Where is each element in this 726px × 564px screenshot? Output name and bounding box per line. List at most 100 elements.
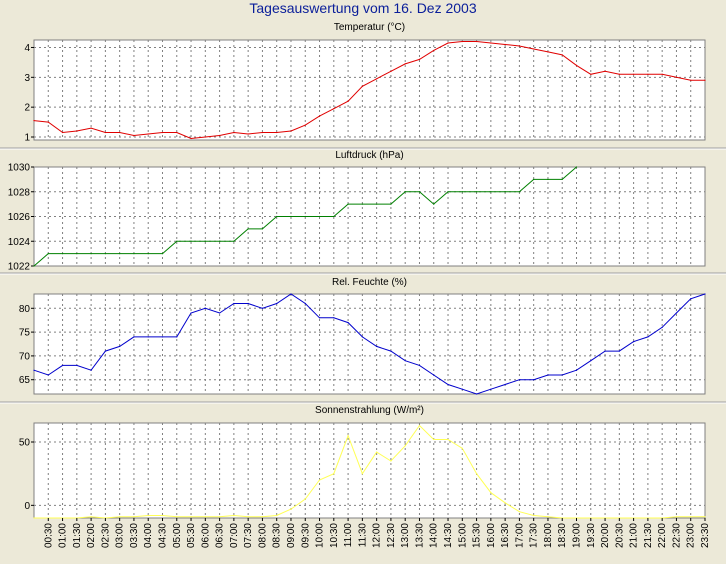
chart-panel: Rel. Feuchte (%) 65 70 75 80: [0, 277, 726, 404]
data-point: [318, 215, 321, 218]
data-point: [475, 40, 478, 43]
data-point: [433, 49, 435, 52]
x-tick-label: 07:30: [243, 523, 254, 548]
data-point: [318, 115, 321, 117]
data-point: [361, 473, 363, 475]
data-point: [261, 307, 264, 309]
data-point: [361, 336, 363, 338]
x-tick-label: 23:00: [686, 523, 697, 548]
data-point: [147, 336, 149, 338]
data-point: [61, 253, 64, 255]
x-tick-label: 06:30: [215, 523, 226, 548]
data-point: [218, 134, 221, 137]
x-tick-label: 09:00: [286, 523, 297, 548]
data-point: [119, 253, 121, 255]
data-point: [176, 336, 178, 338]
data-point: [561, 374, 563, 376]
data-point: [76, 364, 78, 367]
x-tick-label: 17:30: [529, 523, 540, 548]
x-tick-label: 04:00: [143, 523, 154, 548]
data-point: [404, 63, 406, 65]
data-point: [690, 79, 692, 81]
x-tick-label: 00:30: [43, 523, 54, 548]
y-tick-label: 75: [19, 328, 31, 339]
data-point: [247, 228, 249, 230]
y-tick-label: 70: [19, 351, 31, 362]
y-tick-label: 3: [24, 73, 30, 84]
data-point: [661, 326, 663, 328]
data-point: [447, 42, 449, 44]
data-point: [490, 492, 492, 494]
data-point: [661, 73, 663, 75]
x-tick-label: 02:00: [86, 523, 97, 548]
data-point: [247, 302, 249, 305]
data-point: [633, 341, 635, 343]
data-point: [33, 265, 35, 267]
x-tick-label: 10:30: [329, 523, 340, 548]
x-tick-label: 11:00: [343, 523, 354, 548]
data-point: [547, 516, 549, 518]
data-series-line: [33, 293, 706, 395]
page-title: Tagesauswertung vom 16. Dez 2003: [249, 0, 477, 16]
data-point: [290, 215, 292, 218]
x-tick-label: 03:00: [115, 523, 126, 548]
data-point: [147, 133, 149, 135]
data-point: [561, 178, 563, 180]
data-point: [504, 191, 506, 193]
x-tick-label: 23:30: [700, 523, 711, 548]
data-point: [33, 517, 35, 519]
data-point: [461, 191, 463, 193]
y-tick-label: 1026: [8, 212, 31, 223]
data-point: [447, 191, 449, 193]
data-point: [119, 516, 121, 518]
data-point: [204, 307, 206, 309]
data-point: [433, 438, 435, 441]
data-point: [333, 317, 335, 319]
data-point: [404, 445, 406, 447]
data-point: [604, 350, 606, 352]
data-point: [404, 191, 406, 193]
y-tick-label: 80: [19, 304, 31, 315]
data-point: [176, 240, 178, 242]
y-tick-label: 1: [24, 133, 30, 144]
data-point: [276, 215, 278, 218]
data-point: [504, 43, 506, 46]
data-point: [218, 516, 221, 518]
x-tick-label: 13:30: [414, 523, 425, 548]
chart-title: Luftdruck (hPa): [335, 150, 403, 161]
x-tick-label: 21:30: [643, 523, 654, 548]
data-point: [161, 253, 164, 255]
x-tick-label: 05:30: [186, 523, 197, 548]
y-tick-label: 50: [19, 438, 31, 449]
data-point: [418, 424, 421, 427]
data-point: [119, 131, 121, 134]
y-tick-label: 1022: [8, 262, 31, 273]
chart-panel: Luftdruck (hPa) 1022 1024 1026 1028 1030: [0, 150, 726, 275]
data-point: [204, 516, 206, 518]
data-point: [47, 374, 49, 376]
data-point: [533, 514, 535, 517]
data-point: [90, 253, 92, 255]
data-point: [304, 215, 306, 218]
data-point: [490, 42, 492, 44]
data-point: [61, 131, 64, 134]
data-point: [190, 240, 192, 242]
plot-area: [33, 39, 706, 141]
data-point: [490, 388, 492, 390]
data-point: [347, 435, 349, 437]
data-point: [433, 203, 435, 205]
x-tick-label: 06:00: [200, 523, 211, 548]
data-point: [575, 166, 578, 168]
data-point: [176, 131, 178, 134]
x-tick-label: 16:00: [486, 523, 497, 548]
data-point: [333, 108, 335, 110]
data-point: [418, 191, 421, 193]
data-series-line: [34, 424, 705, 519]
y-tick-label: 2: [24, 103, 30, 114]
data-point: [176, 516, 178, 518]
data-point: [618, 350, 620, 352]
data-point: [675, 312, 678, 314]
data-point: [533, 178, 535, 180]
data-point: [433, 374, 435, 376]
data-point: [390, 350, 392, 352]
